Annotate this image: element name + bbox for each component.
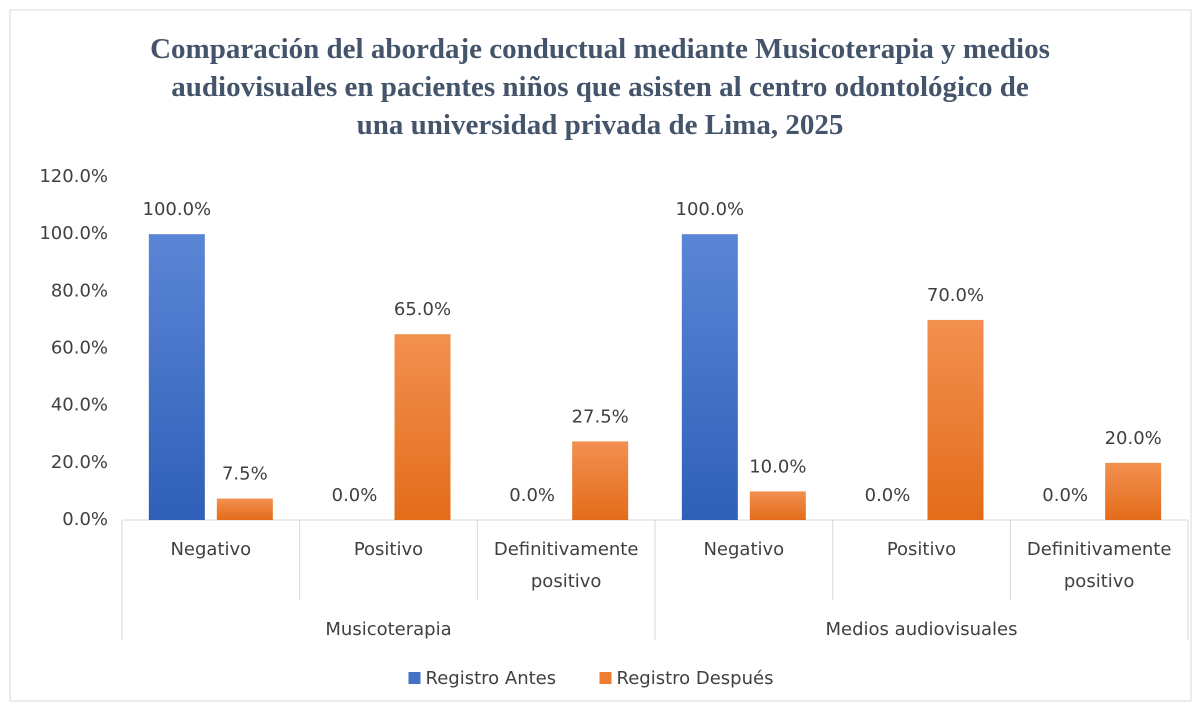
value-label: 7.5% — [222, 464, 268, 485]
bar — [749, 491, 806, 520]
bar — [572, 441, 629, 520]
value-label: 27.5% — [572, 406, 629, 427]
value-label: 10.0% — [749, 456, 806, 477]
value-label: 0.0% — [865, 485, 911, 506]
bar — [681, 234, 738, 520]
x-tick-label: Negativo — [170, 539, 252, 560]
value-label: 0.0% — [1042, 485, 1088, 506]
chart-border — [9, 9, 1192, 702]
y-tick-label: 0.0% — [62, 509, 108, 530]
bar — [148, 234, 205, 520]
bar — [216, 498, 273, 520]
value-label: 0.0% — [509, 485, 555, 506]
x-tick-label: Definitivamente positivo — [1026, 539, 1172, 592]
y-tick-label: 20.0% — [51, 452, 108, 473]
x-tick-label: Positivo — [886, 539, 957, 560]
legend-swatch — [408, 672, 421, 684]
x-tick-label: Positivo — [353, 539, 424, 560]
bar — [927, 319, 984, 520]
bar — [1105, 462, 1162, 520]
value-label: 65.0% — [394, 299, 451, 320]
legend-swatch — [599, 672, 612, 684]
chart-title: Comparación del abordaje conductual medi… — [150, 33, 1050, 141]
value-label: 20.0% — [1105, 428, 1162, 449]
y-tick-label: 100.0% — [39, 223, 108, 244]
value-label: 100.0% — [676, 199, 745, 220]
group-label: Musicoterapia — [325, 619, 451, 640]
legend-label: Registro Después — [617, 668, 774, 689]
y-tick-label: 80.0% — [51, 280, 108, 301]
bar — [394, 334, 451, 520]
x-tick-label: Definitivamente positivo — [493, 539, 639, 592]
y-tick-label: 60.0% — [51, 338, 108, 359]
y-tick-label: 120.0% — [39, 166, 108, 187]
group-label: Medios audiovisuales — [826, 619, 1018, 640]
value-label: 0.0% — [332, 485, 378, 506]
legend-label: Registro Antes — [426, 668, 557, 689]
value-label: 100.0% — [143, 199, 212, 220]
value-label: 70.0% — [927, 285, 984, 306]
x-tick-label: Negativo — [703, 539, 785, 560]
y-tick-label: 40.0% — [51, 395, 108, 416]
